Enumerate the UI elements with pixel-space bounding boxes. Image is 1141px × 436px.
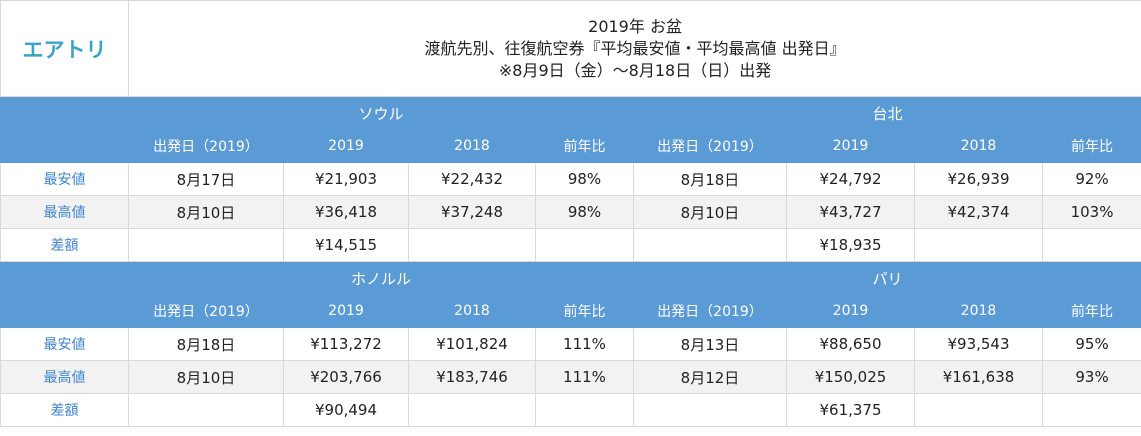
empty-cell (408, 228, 536, 262)
data-cell: ¥24,792 (786, 162, 915, 196)
data-cell: ¥183,746 (408, 360, 536, 394)
title-line: 渡航先別、往復航空券『平均最安値・平均最高値 出発日』 (424, 38, 846, 58)
table-row: ソウル 台北 (0, 96, 1141, 130)
empty-cell (1041, 393, 1141, 427)
column-header: 前年比 (1041, 294, 1141, 328)
column-header: 2018 (914, 294, 1043, 328)
row-label: 差額 (0, 228, 129, 262)
column-header: 前年比 (535, 129, 634, 163)
empty-cell (128, 393, 284, 427)
data-cell: ¥113,272 (283, 327, 409, 361)
data-cell: ¥101,824 (408, 327, 536, 361)
row-label: 最高値 (0, 360, 129, 394)
data-cell: ¥36,418 (283, 195, 409, 229)
data-cell: ¥161,638 (914, 360, 1043, 394)
data-cell: 95% (1041, 327, 1141, 361)
column-header: 2018 (914, 129, 1043, 163)
city-name: ホノルル (128, 261, 634, 295)
table-row: 最安値 8月18日 ¥113,272 ¥101,824 111% 8月13日 ¥88,650… (0, 327, 1141, 361)
column-header: 2019 (283, 294, 409, 328)
row-label: 差額 (0, 393, 129, 427)
diff-value: ¥14,515 (283, 228, 409, 262)
table-row: 差額 ¥14,515 ¥18,935 (0, 228, 1141, 262)
empty-cell (535, 393, 634, 427)
table-row: 最安値 8月17日 ¥21,903 ¥22,432 98% 8月18日 ¥24,792 ¥26… (0, 162, 1141, 196)
empty-cell (0, 96, 129, 130)
data-cell: 98% (535, 162, 634, 196)
data-cell: 8月10日 (128, 360, 284, 394)
empty-cell (408, 393, 536, 427)
title-line: 2019年 お盆 (588, 16, 682, 36)
city-name: ソウル (128, 96, 634, 130)
data-cell: 111% (535, 327, 634, 361)
data-cell: 8月10日 (633, 195, 787, 229)
table-row: 出発日（2019） 2019 2018 前年比 出発日（2019） 2019 2018 前年比 (0, 129, 1141, 163)
empty-cell (128, 228, 284, 262)
empty-cell (914, 393, 1043, 427)
column-header: 2019 (786, 294, 915, 328)
diff-value: ¥18,935 (786, 228, 915, 262)
column-header: 前年比 (535, 294, 634, 328)
data-cell: ¥37,248 (408, 195, 536, 229)
data-cell: 8月10日 (128, 195, 284, 229)
data-cell: ¥22,432 (408, 162, 536, 196)
data-cell: 8月12日 (633, 360, 787, 394)
data-cell: 8月18日 (633, 162, 787, 196)
table-row: ホノルル パリ (0, 261, 1141, 295)
column-header: 出発日（2019） (128, 294, 284, 328)
data-cell: ¥88,650 (786, 327, 915, 361)
table-row: 出発日（2019） 2019 2018 前年比 出発日（2019） 2019 2018 前年比 (0, 294, 1141, 328)
column-header: 2018 (408, 294, 536, 328)
empty-cell (0, 294, 129, 328)
empty-cell (1041, 228, 1141, 262)
empty-cell (0, 129, 129, 163)
column-header: 2019 (283, 129, 409, 163)
data-cell: 103% (1041, 195, 1141, 229)
city-name: パリ (632, 261, 1141, 295)
data-cell: ¥93,543 (914, 327, 1043, 361)
data-cell: 8月13日 (633, 327, 787, 361)
data-cell: ¥150,025 (786, 360, 915, 394)
table-row: 最高値 8月10日 ¥36,418 ¥37,248 98% 8月10日 ¥43,727 ¥42… (0, 195, 1141, 229)
row-label: 最安値 (0, 162, 129, 196)
column-header: 前年比 (1041, 129, 1141, 163)
empty-cell (633, 228, 787, 262)
data-cell: 111% (535, 360, 634, 394)
diff-value: ¥61,375 (786, 393, 915, 427)
data-cell: ¥42,374 (914, 195, 1043, 229)
empty-cell (633, 393, 787, 427)
table-row: 最高値 8月10日 ¥203,766 ¥183,746 111% 8月12日 ¥150,02… (0, 360, 1141, 394)
column-header: 出発日（2019） (633, 294, 787, 328)
row-label: 最安値 (0, 327, 129, 361)
data-cell: 92% (1041, 162, 1141, 196)
empty-cell (535, 228, 634, 262)
column-header: 2018 (408, 129, 536, 163)
column-header: 2019 (786, 129, 915, 163)
data-cell: 8月17日 (128, 162, 284, 196)
logo: エアトリ (0, 0, 129, 97)
title-line: ※8月9日（金）～8月18日（日）出発 (498, 60, 772, 80)
column-header: 出発日（2019） (633, 129, 787, 163)
empty-cell (914, 228, 1043, 262)
city-name: 台北 (632, 96, 1141, 130)
data-cell: ¥26,939 (914, 162, 1043, 196)
header-row: エアトリ 2019年 お盆 渡航先別、往復航空券『平均最安値・平均最高値 出発日… (0, 0, 1141, 97)
data-cell: ¥43,727 (786, 195, 915, 229)
data-cell: 98% (535, 195, 634, 229)
data-cell: ¥21,903 (283, 162, 409, 196)
data-cell: 93% (1041, 360, 1141, 394)
row-label: 最高値 (0, 195, 129, 229)
price-table: エアトリ 2019年 お盆 渡航先別、往復航空券『平均最安値・平均最高値 出発日… (0, 0, 1141, 427)
data-cell: 8月18日 (128, 327, 284, 361)
table-row: 差額 ¥90,494 ¥61,375 (0, 393, 1141, 427)
empty-cell (0, 261, 129, 295)
column-header: 出発日（2019） (128, 129, 284, 163)
title: 2019年 お盆 渡航先別、往復航空券『平均最安値・平均最高値 出発日』 ※8月… (127, 0, 1141, 97)
diff-value: ¥90,494 (283, 393, 409, 427)
data-cell: ¥203,766 (283, 360, 409, 394)
